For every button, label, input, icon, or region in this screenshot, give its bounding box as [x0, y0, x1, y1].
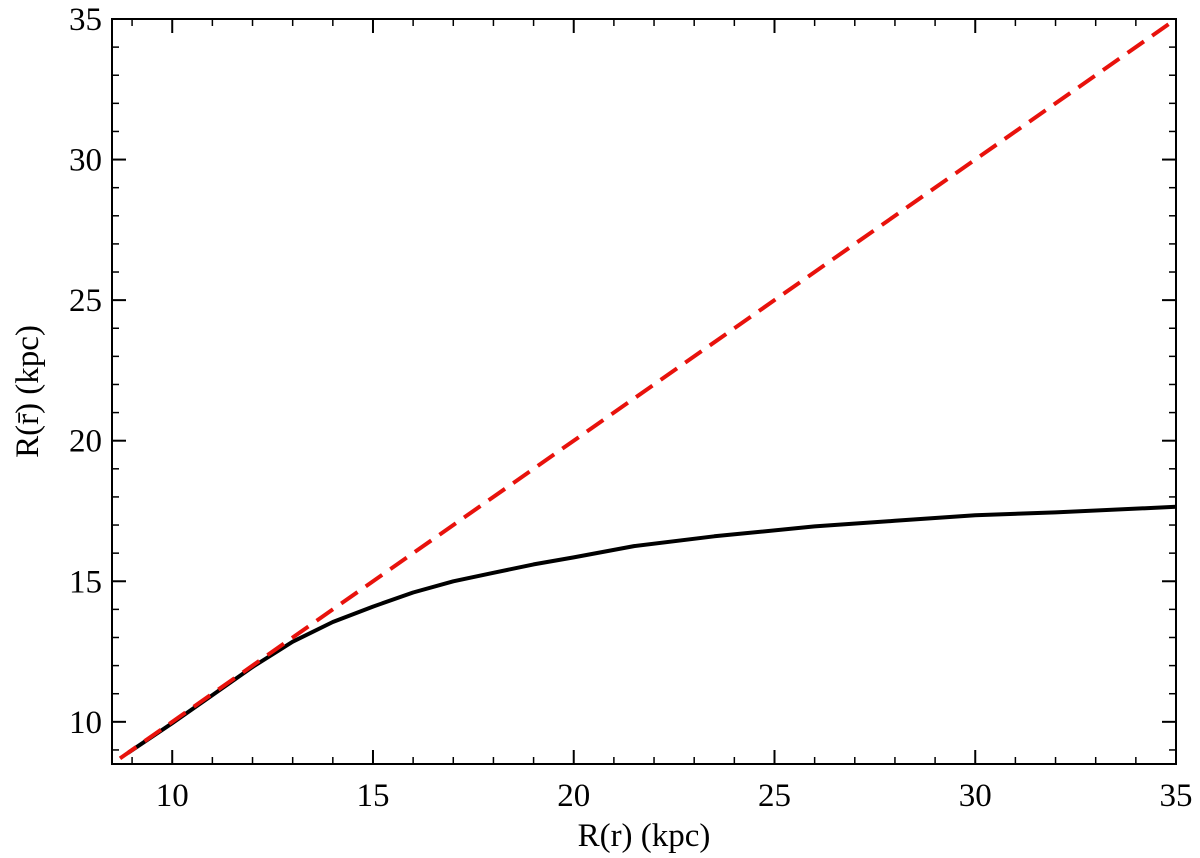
y-tick-label: 20 [69, 424, 102, 460]
series-line-dashed [118, 17, 1178, 761]
x-axis-label: R(r) (kpc) [578, 818, 711, 854]
y-tick-label: 25 [69, 283, 102, 319]
plot-frame [111, 18, 1177, 765]
x-tick-label: 15 [356, 778, 389, 814]
y-tick-label: 35 [69, 2, 102, 38]
x-tick-label: 10 [156, 778, 189, 814]
tick-labels: 10 15 20 25 30 35 10 15 20 25 30 35 [69, 2, 1193, 814]
x-tick-label: 25 [758, 778, 791, 814]
x-tick-label: 20 [557, 778, 590, 814]
y-tick-label: 15 [69, 564, 102, 600]
y-tick-label: 30 [69, 143, 102, 179]
y-tick-label: 10 [69, 705, 102, 741]
x-tick-label: 35 [1160, 778, 1193, 814]
series-layer [118, 17, 1178, 761]
x-tick-label: 30 [959, 778, 992, 814]
ticks [112, 18, 1177, 764]
y-axis-label: R(r̄) (kpc) [10, 325, 46, 458]
